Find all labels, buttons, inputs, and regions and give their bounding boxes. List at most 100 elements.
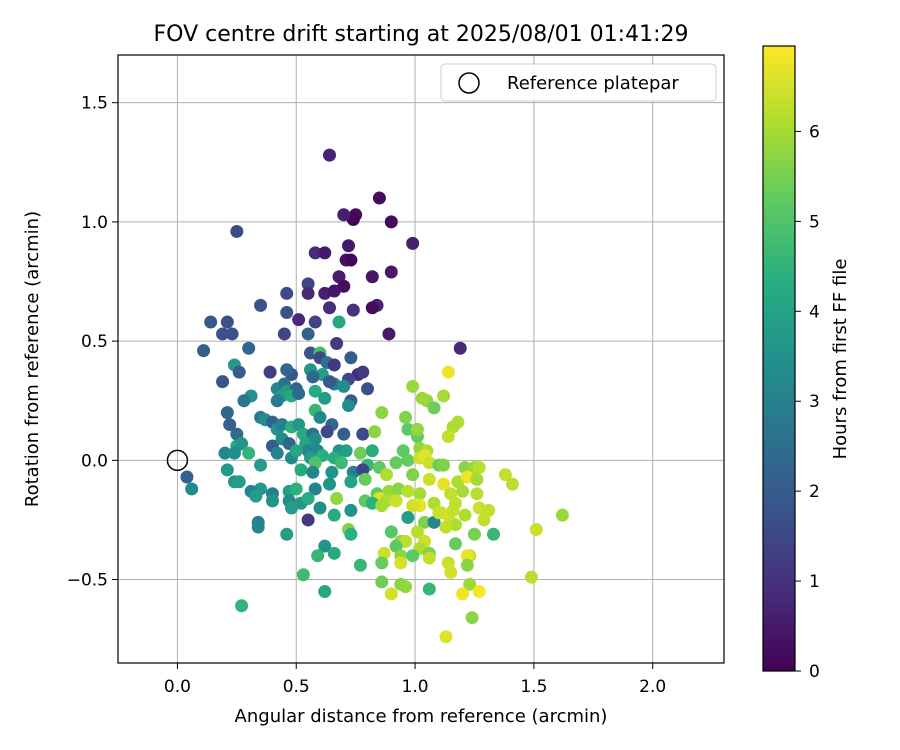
y-tick-label: 0.5 [81,332,108,352]
data-point [477,513,491,527]
data-point [323,375,337,389]
data-point [249,489,263,503]
legend: Reference platepar [440,63,717,102]
data-point [555,508,569,522]
data-point [458,508,472,522]
colorbar-tick-label: 0 [809,662,820,682]
data-point [320,425,334,439]
data-point [344,527,358,541]
data-point [308,432,322,446]
data-point [308,384,322,398]
data-point [505,477,519,491]
data-point [237,394,251,408]
data-point [330,491,344,505]
data-point [342,239,356,253]
legend-label: Reference platepar [507,73,679,94]
data-point [446,503,460,517]
data-point [280,286,294,300]
data-point [301,491,315,505]
data-point [242,341,256,355]
x-tick-label: 0.0 [164,677,191,697]
data-point [323,148,337,162]
colorbar-ticks: 0 1 2 3 4 5 6 [795,122,820,682]
data-point [444,565,458,579]
data-point [220,406,234,420]
data-point [327,358,341,372]
data-point [254,458,268,472]
data-point [294,463,308,477]
data-point [394,556,408,570]
data-point [327,546,341,560]
data-point [365,444,379,458]
data-point [456,484,470,498]
data-point [313,501,327,515]
data-point [401,484,415,498]
data-point [308,315,322,329]
data-point [453,341,467,355]
data-point [467,527,481,541]
data-point [284,501,298,515]
y-tick-label: 0.0 [81,451,108,471]
data-point [185,482,199,496]
data-point [344,475,358,489]
x-tick-label: 1.5 [520,677,547,697]
data-point [384,215,398,229]
data-point [380,468,394,482]
data-point [406,468,420,482]
data-point [242,446,256,460]
data-point [401,511,415,525]
data-point [277,327,291,341]
colorbar-tick-label: 5 [809,212,820,232]
data-point [441,429,455,443]
data-point [375,575,389,589]
data-point [470,487,484,501]
data-point [301,513,315,527]
data-point [441,365,455,379]
data-point [361,382,375,396]
data-point [270,394,284,408]
data-point [498,468,512,482]
data-point [422,472,436,486]
data-point [197,344,211,358]
data-point [292,313,306,327]
data-point [337,208,351,222]
data-point [318,391,332,405]
data-point [410,525,424,539]
data-point [384,265,398,279]
data-point [375,406,389,420]
data-point [270,446,284,460]
data-point [375,556,389,570]
data-point [227,446,241,460]
data-point [346,303,360,317]
data-point [318,539,332,553]
data-point [232,365,246,379]
data-point [460,549,474,563]
data-point [311,549,325,563]
colorbar: 0 1 2 3 4 5 6 Hours from first FF file [762,45,851,682]
data-point [289,444,303,458]
data-point [230,224,244,238]
data-point [432,506,446,520]
data-point [437,477,451,491]
data-point [332,315,346,329]
data-point [439,520,453,534]
y-axis-ticks: −0.5 0.0 0.5 1.0 1.5 [67,94,118,591]
data-point [296,568,310,582]
colorbar-label: Hours from first FF file [830,259,851,460]
x-tick-label: 2.0 [639,677,666,697]
data-point [389,456,403,470]
data-point [344,253,358,267]
y-tick-label: 1.0 [81,213,108,233]
data-point [330,337,344,351]
data-point [437,458,451,472]
x-axis-label: Angular distance from reference (arcmin) [235,706,608,727]
data-point [365,270,379,284]
data-point [389,494,403,508]
data-point [410,422,424,436]
data-point [339,444,353,458]
data-point [265,494,279,508]
colorbar-tick-label: 1 [809,572,820,592]
data-point [342,398,356,412]
data-point [327,284,341,298]
